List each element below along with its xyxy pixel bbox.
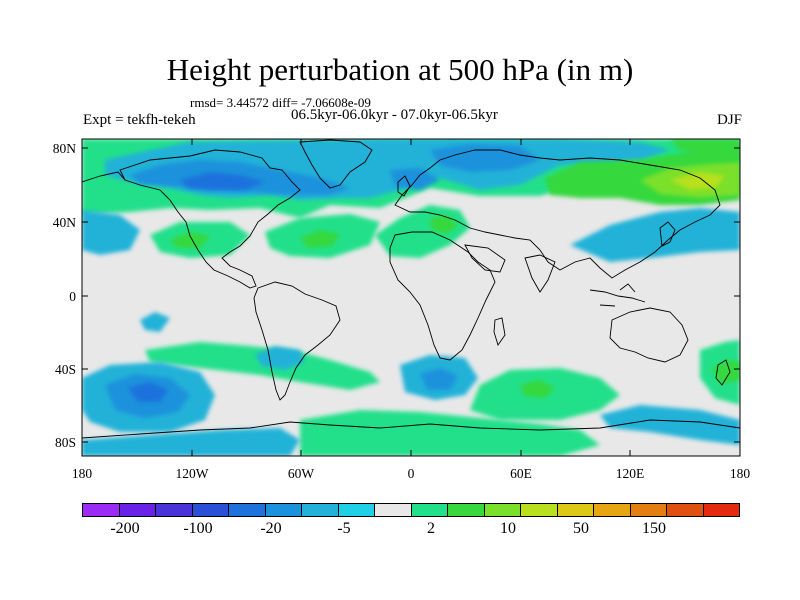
coast-indonesia [589, 283, 646, 307]
coast-new-zealand [715, 359, 731, 386]
colorbar-label-minus-100: -100 [183, 520, 213, 537]
colorbar-label-minus-5: -5 [337, 520, 351, 537]
coast-japan [659, 221, 676, 247]
anomaly-antarctic-positive [300, 410, 600, 456]
anomaly-nw-pacific-negative [570, 208, 740, 262]
coast-north-america [119, 149, 301, 289]
anomaly-n-pacific-positive-core [170, 232, 210, 248]
lon-label-120w: 120W [175, 466, 209, 481]
coast-africa [389, 231, 496, 361]
anomaly-antarctic-negative [82, 428, 300, 456]
coast-eurasia [394, 149, 721, 279]
anomaly-s-pacific-core [128, 382, 168, 402]
anomaly-tropical-pacific-negative [140, 312, 170, 332]
season-label: DJF [716, 112, 742, 128]
coast-alaska [82, 171, 126, 183]
coast-south-america [253, 281, 341, 401]
lon-label-0: 0 [407, 466, 415, 481]
anomaly-arctic-positive [670, 139, 740, 160]
colorbar-swatch [448, 504, 485, 516]
coast-antarctica [82, 419, 740, 439]
colorbar-swatch [156, 504, 193, 516]
anomaly-s-indian-core [520, 380, 555, 398]
lon-label-180w: 180 [71, 466, 93, 481]
colorbar-swatch [265, 504, 302, 516]
anomaly-na-core-negative [180, 172, 265, 190]
lon-label-60e: 60E [510, 466, 532, 481]
colorbar-swatch [484, 504, 521, 516]
coast-arabia [464, 244, 506, 273]
colorbar-label-150: 150 [642, 520, 666, 537]
lat-label-80s: 80S [54, 435, 76, 450]
colorbar-label-10: 10 [500, 520, 516, 537]
colorbar-swatch [83, 504, 120, 516]
colorbar-swatch [338, 504, 375, 516]
lon-label-120e: 120E [615, 466, 645, 481]
colorbar [82, 503, 740, 517]
anomaly-sw-pacific-negative [600, 405, 740, 445]
anomaly-mediterranean-core [430, 215, 458, 234]
experiment-label: Expt = tekfh-tekeh [83, 112, 196, 128]
colorbar-label-minus-200: -200 [110, 520, 140, 537]
colorbar-swatch [557, 504, 594, 516]
period-label: 06.5kyr-06.0kyr - 07.0kyr-06.5kyr [291, 107, 498, 123]
lat-label-0: 0 [69, 289, 76, 304]
anomaly-scandinavia-negative [430, 144, 540, 172]
colorbar-swatch [411, 504, 448, 516]
colorbar-swatch [521, 504, 558, 516]
coast-india [524, 254, 556, 293]
anomaly-s-atlantic-core [420, 368, 458, 390]
coast-uk [397, 175, 411, 197]
colorbar-label-50: 50 [573, 520, 589, 537]
coastlines [82, 139, 740, 439]
colorbar-label-minus-20: -20 [260, 520, 282, 537]
colorbar-swatch [192, 504, 229, 516]
coast-greenland [299, 139, 373, 189]
lon-label-180e: 180 [729, 466, 751, 481]
colorbar-swatch [630, 504, 667, 516]
rmsd-diff-stats: rmsd= 3.44572 diff= -7.06608e-09 [190, 95, 371, 110]
colorbar-swatch [229, 504, 266, 516]
map-title: Height perturbation at 500 hPa (in m) [166, 52, 634, 87]
anomaly-s-america-west-negative [255, 346, 305, 370]
colorbar-swatch [703, 504, 739, 516]
anomaly-east-siberia-core [670, 172, 725, 190]
coast-madagascar [493, 317, 506, 347]
colorbar-swatch [375, 504, 412, 516]
anomaly-n-atlantic-positive-core [300, 230, 340, 248]
lat-label-40n: 40N [52, 215, 76, 230]
colorbar-swatch [667, 504, 704, 516]
colorbar-swatch [594, 504, 631, 516]
anomaly-ne-pacific-negative [82, 210, 140, 255]
axis-ticks [81, 139, 740, 456]
lat-label-80n: 80N [52, 141, 76, 156]
anomaly-s-pacific-east-core [712, 360, 740, 384]
lon-label-60w: 60W [287, 466, 315, 481]
lat-label-40s: 40S [54, 362, 76, 377]
colorbar-swatch [302, 504, 339, 516]
colorbar-label-2: 2 [427, 520, 435, 537]
colorbar-swatch [119, 504, 156, 516]
anomaly-nw-europe-negative [390, 168, 440, 190]
coast-australia [609, 307, 689, 363]
